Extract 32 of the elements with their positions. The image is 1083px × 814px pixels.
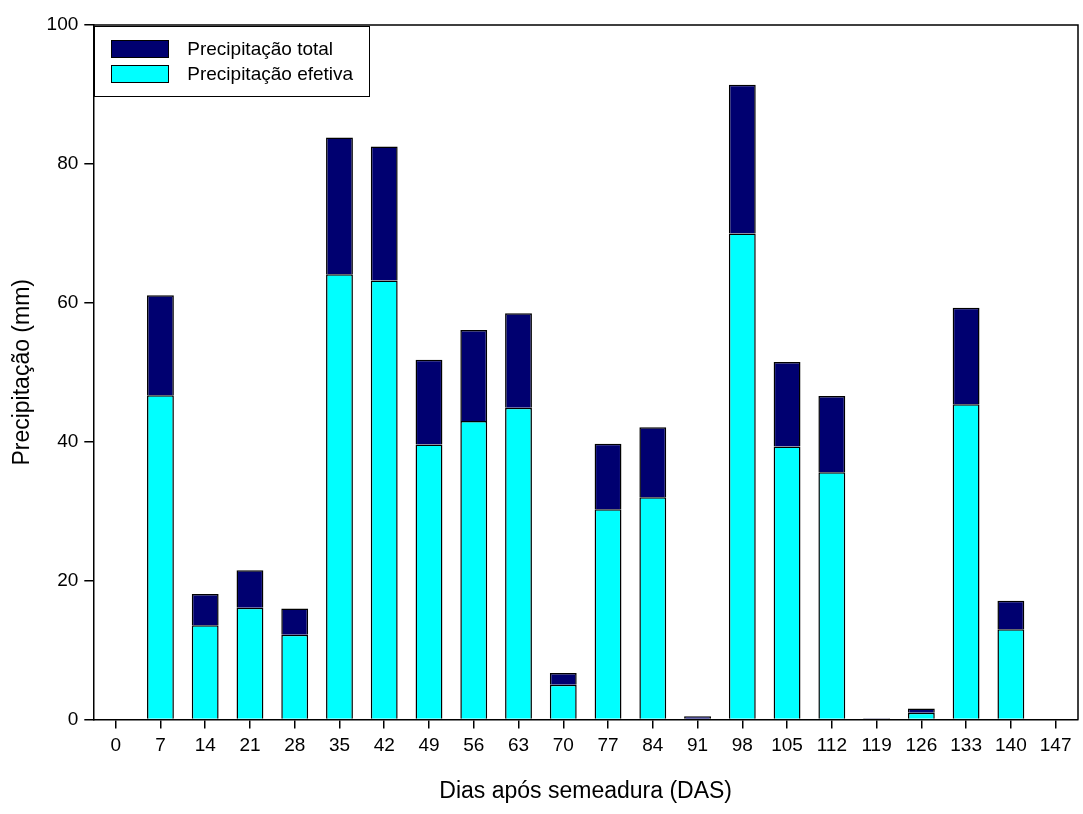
- x-tick-label: 119: [861, 734, 892, 756]
- x-tick-label: 133: [950, 734, 982, 756]
- x-tick-label: 70: [552, 734, 574, 756]
- x-tick-label: 105: [771, 734, 803, 756]
- legend-label: Precipitação efetiva: [187, 63, 354, 85]
- x-tick-label: 56: [463, 734, 485, 756]
- x-tick-label: 63: [507, 734, 530, 756]
- x-tick-label: 140: [995, 734, 1027, 756]
- x-tick-label: 91: [686, 734, 709, 756]
- y-tick-label: 40: [57, 429, 79, 451]
- x-tick-label: 7: [155, 734, 166, 756]
- x-tick-label: 35: [328, 734, 351, 756]
- x-tick-label: 0: [110, 734, 121, 756]
- legend-label: Precipitação total: [187, 38, 334, 60]
- x-tick-label: 147: [1039, 734, 1072, 756]
- x-tick-label: 126: [905, 734, 938, 756]
- y-tick-label: 100: [46, 13, 79, 35]
- x-tick-label: 49: [418, 734, 440, 756]
- x-tick-label: 21: [239, 734, 261, 756]
- y-axis-title: Precipitação (mm): [8, 279, 35, 466]
- x-tick-label: 28: [284, 734, 306, 756]
- x-axis-title: Dias após semeadura (DAS): [439, 776, 733, 803]
- x-tick-label: 42: [373, 734, 395, 756]
- y-tick-label: 60: [57, 291, 79, 313]
- x-tick-label: 77: [597, 734, 619, 756]
- y-tick-label: 80: [57, 152, 79, 174]
- y-tick-label: 20: [57, 568, 79, 590]
- x-tick-label: 84: [642, 734, 664, 756]
- x-tick-label: 112: [816, 734, 847, 756]
- y-tick-label: 0: [67, 707, 79, 729]
- x-tick-label: 14: [194, 734, 217, 756]
- x-tick-label: 98: [731, 734, 753, 756]
